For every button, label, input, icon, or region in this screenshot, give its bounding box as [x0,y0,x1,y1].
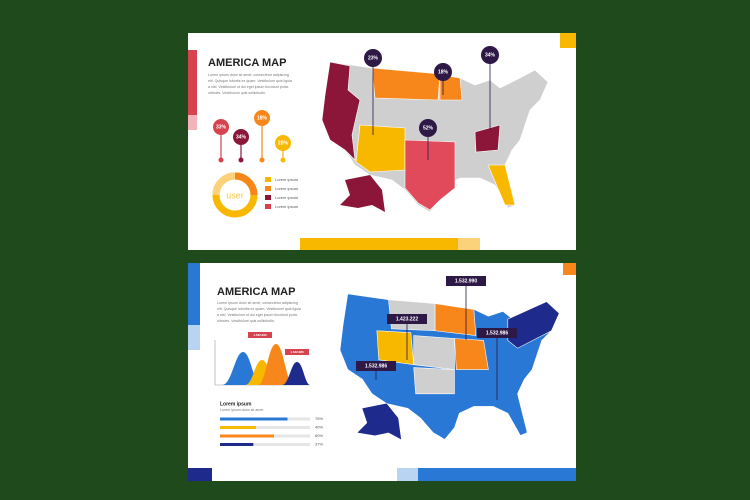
label-box [477,328,517,338]
bar [220,417,288,421]
map-label: 18% [438,69,449,75]
legend-label: Lorem ipsum [275,177,299,182]
bar [220,443,254,446]
bar [220,434,274,438]
map-label: 1.532.986 [365,363,387,369]
bar-label: 37% [315,442,323,447]
donut [212,172,258,218]
pins [213,110,291,163]
bar-label: 60% [315,433,323,438]
map-label: 52% [423,125,434,131]
map-label: 34% [485,52,496,58]
bar-track [220,426,310,429]
map [321,46,549,213]
label-box [356,361,396,371]
accent [188,325,200,350]
chart-label: 1.532.986 [290,350,304,354]
legend [265,177,271,209]
title: AMERICA MAP [217,286,295,298]
accent [563,263,576,275]
bar-label: 75% [315,416,323,421]
accent [397,468,418,481]
slide-2: AMERICA MAP Lorem ipsum dolor sit amet, … [188,263,576,481]
bars-title: Lorem ipsum [220,401,252,407]
body-text: Lorem ipsum dolor sit amet, consectetur … [217,301,298,305]
map-label: 23% [368,55,379,61]
bar-label: 40% [315,425,323,430]
pin-label: 18% [257,115,268,121]
accent [188,468,212,481]
pin-label: 34% [236,134,247,140]
slide-1: AMERICA MAP Lorem ipsum dolor sit amet, … [188,33,576,250]
accent [188,115,197,130]
title: AMERICA MAP [208,57,286,69]
accent [188,50,197,115]
bar [220,426,256,429]
accent [560,33,576,48]
pin-label: 33% [216,124,227,130]
map-label: 1.532.986 [486,330,508,336]
body-text: elit. Quisque lobortis ex quam. Vestibul… [208,79,292,83]
accent [458,238,480,250]
map-label: 1.423.222 [396,316,418,322]
label-box [446,276,486,286]
accent [418,468,576,481]
accent [188,263,200,325]
map-label: 1.532.990 [455,278,477,284]
body-text: Lorem ipsum dolor sit amet, consectetur … [208,73,289,77]
body-text: a nisl. Vestibulum ut dui eget ipsum tin… [208,85,289,89]
body-text: a nisl. Vestibulum ut dui eget ipsum tin… [217,313,298,317]
accent [300,238,458,250]
legend-label: Lorem ipsum [275,195,299,200]
label-box [387,314,427,324]
pin-label: 28% [278,140,289,146]
bar-track [220,443,310,446]
legend-label: Lorem ipsum [275,204,299,209]
chart-label: 1.532.990 [253,333,267,337]
body-text: elit. Quisque lobortis ex quam. Vestibul… [217,307,301,311]
donut-label: user [226,190,244,200]
body-text: ultricies. Vestibulum quis sollicitudin. [208,91,266,95]
curves [214,332,310,386]
bars-subtitle: Lorem ipsum dolor sit amet [220,408,263,412]
body-text: ultricies. Vestibulum quis sollicitudin. [217,319,275,323]
legend-label: Lorem ipsum [275,186,299,191]
